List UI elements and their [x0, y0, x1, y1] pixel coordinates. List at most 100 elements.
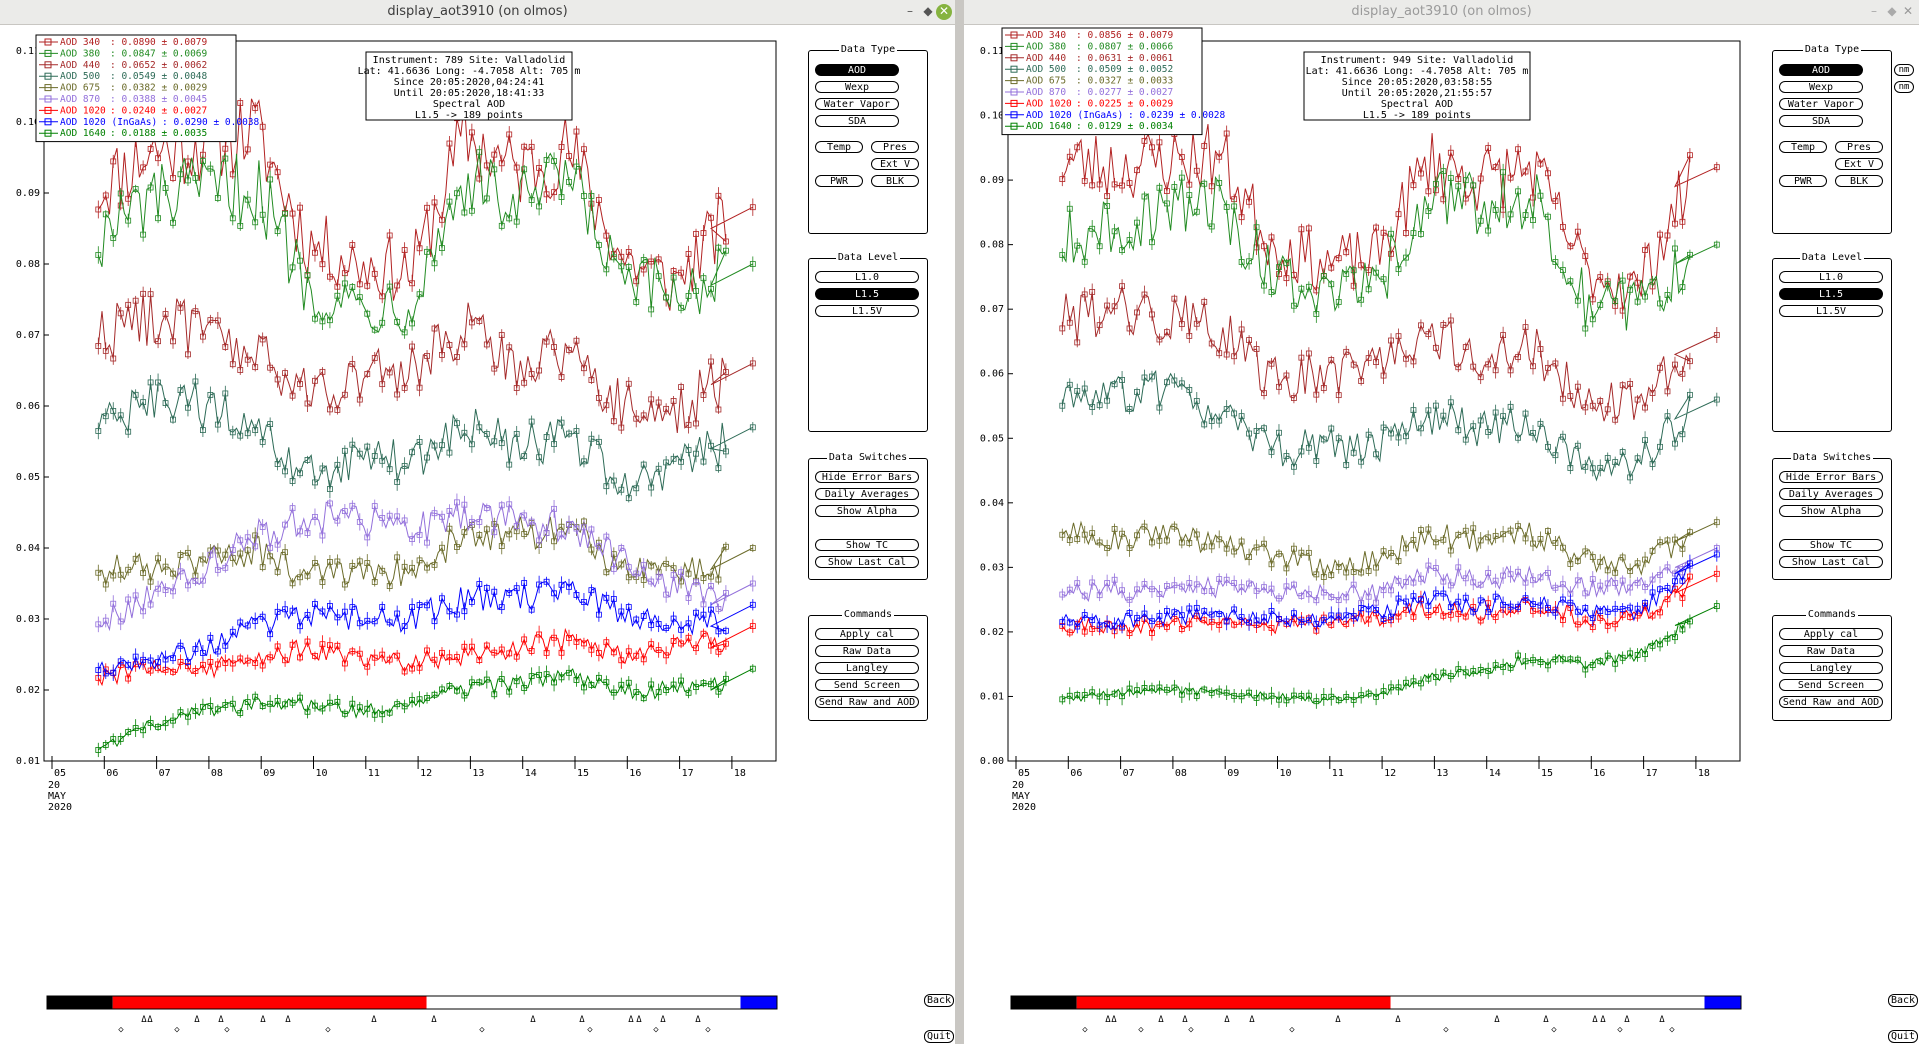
apply-cal-button[interactable]: Apply cal — [1779, 628, 1883, 640]
minimize-icon[interactable]: – — [1871, 4, 1877, 18]
ext-v-button[interactable]: Ext V — [1835, 158, 1883, 170]
apply-cal-button[interactable]: Apply cal — [815, 628, 919, 640]
sda-button[interactable]: SDA — [1779, 115, 1863, 127]
pres-button[interactable]: Pres — [871, 141, 919, 153]
show-tc-button[interactable]: Show TC — [815, 539, 919, 551]
close-icon[interactable]: ✕ — [936, 4, 952, 20]
data-point — [1432, 344, 1439, 351]
send-screen-button[interactable]: Send Screen — [1779, 679, 1883, 691]
panel-title-text: Data Type — [838, 44, 898, 55]
commands-panel: Commands Apply cal Raw Data Langley Send Scr… — [808, 609, 928, 721]
raw-data-button[interactable]: Raw Data — [1779, 645, 1883, 657]
ext-v-button[interactable]: Ext V — [871, 158, 919, 170]
sda-button[interactable]: SDA — [815, 115, 899, 127]
data-point — [1418, 231, 1424, 237]
aod-button[interactable]: AOD — [1779, 64, 1863, 76]
hide-error-bars-button[interactable]: Hide Error Bars — [1779, 471, 1883, 483]
maximize-icon[interactable]: ◆ — [923, 4, 933, 18]
legend-stat: : 0.0382 ± 0.0029 — [110, 83, 208, 94]
level-l15v-button[interactable]: L1.5V — [815, 305, 919, 317]
daily-averages-button[interactable]: Daily Averages — [815, 488, 919, 500]
data-point — [536, 203, 543, 210]
blk-button[interactable]: BLK — [871, 175, 919, 187]
data-point — [1530, 194, 1536, 201]
show-alpha-button[interactable]: Show Alpha — [815, 505, 919, 517]
level-l15-button[interactable]: L1.5 — [815, 288, 919, 300]
quit-button[interactable]: Quit — [1888, 1030, 1918, 1043]
data-point — [1141, 610, 1148, 617]
data-point — [1246, 258, 1252, 265]
data-point — [1186, 539, 1193, 546]
data-point — [409, 320, 416, 327]
show-alpha-button[interactable]: Show Alpha — [1779, 505, 1883, 517]
pwr-button[interactable]: PWR — [1779, 175, 1827, 187]
quit-button[interactable]: Quit — [924, 1030, 954, 1043]
data-point — [95, 252, 102, 258]
data-point — [1567, 243, 1574, 250]
langley-button[interactable]: Langley — [1779, 662, 1883, 674]
level-l10-button[interactable]: L1.0 — [815, 271, 919, 283]
data-point — [244, 430, 251, 437]
water-vapor-button[interactable]: Water Vapor — [1779, 98, 1863, 110]
info-line: L1.5 -> 189 points — [1363, 110, 1471, 121]
level-l15-button[interactable]: L1.5 — [1779, 288, 1883, 300]
legend-marker — [1010, 122, 1018, 130]
show-tc-button[interactable]: Show TC — [1779, 539, 1883, 551]
data-point — [1283, 583, 1290, 590]
show-last-cal-button[interactable]: Show Last Cal — [1779, 556, 1883, 568]
level-l10-button[interactable]: L1.0 — [1779, 271, 1883, 283]
data-point — [625, 495, 632, 502]
pres-button[interactable]: Pres — [1835, 141, 1883, 153]
level-l15v-button[interactable]: L1.5V — [1779, 305, 1883, 317]
close-icon[interactable]: ✕ — [1902, 4, 1914, 18]
daily-averages-button[interactable]: Daily Averages — [1779, 488, 1883, 500]
data-point — [1403, 355, 1409, 362]
aod-button[interactable]: AOD — [815, 64, 899, 76]
data-point — [1305, 444, 1312, 451]
water-vapor-button[interactable]: Water Vapor — [815, 98, 899, 110]
data-point — [581, 684, 587, 691]
x-tick-label: 05 — [1018, 768, 1030, 779]
blk-button[interactable]: BLK — [1835, 175, 1883, 187]
data-point — [1149, 630, 1155, 636]
send-raw-and-aod-button[interactable]: Send Raw and AOD — [815, 696, 919, 708]
legend-label: AOD 440 — [1026, 53, 1066, 64]
back-button[interactable]: Back — [1888, 994, 1918, 1007]
data-point — [1066, 537, 1073, 543]
data-point — [1343, 249, 1350, 256]
wexp-nm-button[interactable]: nm — [1894, 81, 1914, 93]
data-point — [162, 656, 169, 663]
temp-button[interactable]: Temp — [815, 141, 863, 153]
raw-data-button[interactable]: Raw Data — [815, 645, 919, 657]
data-point — [521, 143, 528, 150]
wexp-button[interactable]: Wexp — [815, 81, 899, 93]
data-point — [1163, 583, 1170, 589]
data-point — [162, 185, 169, 191]
send-raw-and-aod-button[interactable]: Send Raw and AOD — [1779, 696, 1883, 708]
langley-button[interactable]: Langley — [815, 662, 919, 674]
data-point — [1500, 169, 1507, 176]
data-point — [446, 525, 453, 532]
minimize-icon[interactable]: – — [907, 4, 913, 18]
data-type-panel: Data Type AOD Wexp Water Vapor SDA Temp Pres Ex… — [808, 44, 928, 234]
show-last-cal-button[interactable]: Show Last Cal — [815, 556, 919, 568]
temp-button[interactable]: Temp — [1779, 141, 1827, 153]
data-point — [1530, 430, 1536, 436]
title-bar[interactable]: display_aot3910 (on olmos) – ◆ ✕ — [0, 0, 955, 25]
info-line: Lat: 41.6636 Long: -4.7058 Alt: 705 m — [358, 66, 581, 77]
data-point — [1231, 353, 1238, 360]
legend-marker — [1010, 65, 1018, 73]
data-point — [349, 242, 356, 248]
data-point — [312, 479, 318, 486]
wexp-button[interactable]: Wexp — [1779, 81, 1863, 93]
back-button[interactable]: Back — [924, 994, 954, 1007]
data-point — [147, 145, 154, 152]
aod-nm-button[interactable]: nm — [1894, 64, 1914, 76]
pwr-button[interactable]: PWR — [815, 175, 863, 187]
data-point — [1500, 332, 1507, 339]
maximize-icon[interactable]: ◆ — [1887, 4, 1897, 18]
title-bar[interactable]: display_aot3910 (on olmos) – ◆ ✕ — [964, 0, 1919, 25]
hide-error-bars-button[interactable]: Hide Error Bars — [815, 471, 919, 483]
send-screen-button[interactable]: Send Screen — [815, 679, 919, 691]
legend-stat: : 0.0509 ± 0.0052 — [1076, 64, 1173, 75]
